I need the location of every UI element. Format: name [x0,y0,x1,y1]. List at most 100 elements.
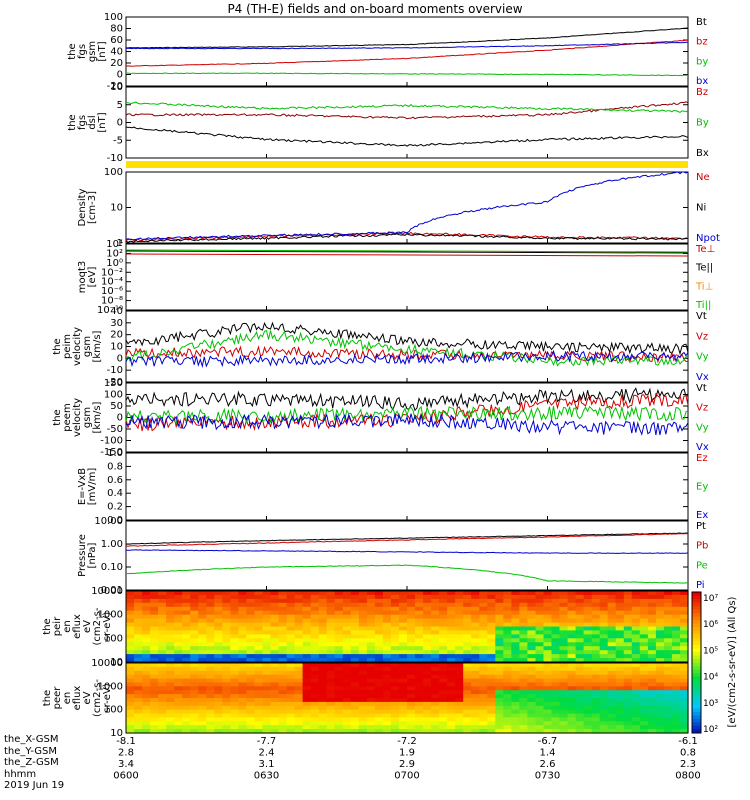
spectrogram-cell-peer [270,666,280,672]
spectrogram-cell-peir [238,591,247,596]
spectrogram-cell-peer [647,713,657,719]
y-tick-label: 10 [110,82,123,93]
spectrogram-cell-peer [535,670,545,676]
series-line-Pb [125,532,689,547]
spectrogram-cell-peer [447,698,456,703]
spectrogram-cell-peer [326,674,336,680]
spectrogram-cell-peir [631,614,641,620]
spectrogram-cell-peer [671,686,681,691]
spectrogram-cell-peer [599,729,609,734]
spectrogram-cell-peir [350,654,360,659]
spectrogram-cell-peer [575,694,585,699]
spectrogram-cell-peir [142,638,151,643]
y-tick-label: 100 [104,167,123,178]
series-line-Pi [126,549,689,554]
legend-entry: Vy [696,352,709,363]
spectrogram-cell-peer [278,666,288,672]
spectrogram-cell-peer [615,709,625,715]
spectrogram-cell-peer [318,663,328,668]
spectrogram-cell-peer [639,705,649,711]
spectrogram-cell-peer [631,670,641,676]
spectrogram-cell-peir [543,591,553,596]
y-axis-label: peir [52,616,63,636]
spectrogram-cell-peir [246,650,255,655]
spectrogram-cell-peer [503,713,512,719]
spectrogram-cell-peer [567,698,577,703]
spectrogram-cell-peer [455,682,464,687]
y-tick-label: 0 [117,413,123,424]
spectrogram-cell-peer [270,698,280,703]
spectrogram-cell-peer [599,725,609,730]
spectrogram-cell-peir [382,646,392,651]
spectrogram-cell-peir [278,634,288,639]
spectrogram-cell-peir [551,642,561,647]
spectrogram-cell-peir [399,630,408,635]
spectrogram-cell-peir [294,606,304,612]
footer-value: -6.1 [678,736,698,747]
spectrogram-cell-peir [358,594,368,600]
footer-value: 0.8 [680,748,696,759]
spectrogram-cell-peer [615,725,625,730]
spectrogram-cell-peir [623,626,633,631]
spectrogram-cell-peer [174,725,183,730]
spectrogram-cell-peer [559,705,569,711]
spectrogram-cell-peir [631,634,641,639]
spectrogram-cell-peir [286,614,296,620]
spectrogram-cell-peir [503,594,512,600]
spectrogram-cell-peer [294,725,304,730]
spectrogram-cell-peir [680,598,689,604]
spectrogram-cell-peir [270,622,280,628]
spectrogram-cell-peir [166,618,175,624]
spectrogram-cell-peir [350,602,360,608]
spectrogram-cell-peer [238,682,247,687]
spectrogram-cell-peer [527,725,536,730]
spectrogram-cell-peer [591,678,601,684]
series-line-Bt [126,27,688,49]
spectrogram-cell-peer [366,682,376,687]
spectrogram-cell-peer [142,709,151,715]
spectrogram-cell-peer [463,713,472,719]
spectrogram-cell-peer [655,721,665,726]
spectrogram-cell-peir [214,630,223,635]
spectrogram-cell-peer [390,709,400,715]
spectrogram-cell-peir [198,626,207,631]
spectrogram-cell-peir [623,654,633,659]
spectrogram-cell-peer [479,717,488,722]
spectrogram-cell-peer [567,725,577,730]
spectrogram-cell-peer [198,717,207,722]
spectrogram-cell-peir [150,626,159,631]
spectrogram-cell-peir [206,591,215,596]
spectrogram-cell-peir [471,654,480,659]
spectrogram-cell-peir [543,618,553,624]
spectrogram-cell-peer [487,666,496,672]
spectrogram-cell-peer [631,690,641,695]
spectrogram-cell-peer [350,666,360,672]
spectrogram-cell-peer [463,690,472,695]
spectrogram-cell-peir [366,598,376,604]
spectrogram-cell-peer [150,694,159,699]
spectrogram-cell-peer [254,686,264,691]
spectrogram-cell-peer [278,663,288,668]
spectrogram-cell-peer [254,698,264,703]
spectrogram-cell-peer [471,666,480,672]
spectrogram-cell-peir [382,610,392,616]
spectrogram-cell-peir [583,598,593,604]
spectrogram-cell-peir [447,646,456,651]
spectrogram-cell-peir [631,626,641,631]
spectrogram-cell-peir [487,598,496,604]
spectrogram-cell-peer [342,670,352,676]
spectrogram-cell-peer [150,698,159,703]
spectrogram-cell-peer [479,705,488,711]
spectrogram-cell-peer [302,666,312,672]
spectrogram-cell-peir [415,591,424,596]
spectrogram-cell-peer [495,682,504,687]
spectrogram-cell-peer [631,729,641,734]
spectrogram-cell-peer [294,682,304,687]
spectrogram-cell-peer [182,698,191,703]
spectrogram-cell-peir [527,594,536,600]
footer-value: -7.7 [257,736,277,747]
spectrogram-cell-peir [599,658,609,663]
spectrogram-cell-peir [655,630,665,635]
spectrogram-cell-peer [246,717,255,722]
colorbar-segment [692,648,701,653]
